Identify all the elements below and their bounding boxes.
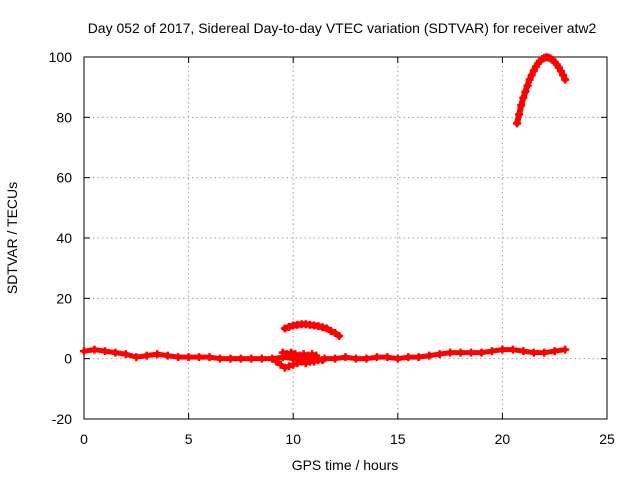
- y-tick-label: 20: [56, 290, 72, 306]
- y-tick-label: 80: [56, 109, 72, 125]
- series-band: [281, 321, 343, 340]
- series-band: [81, 347, 568, 363]
- x-tick-label: 25: [599, 431, 615, 447]
- x-tick-label: 20: [495, 431, 511, 447]
- y-tick-label: 60: [56, 170, 72, 186]
- data-points: [80, 53, 570, 372]
- x-tick-label: 15: [390, 431, 406, 447]
- y-tick-label: 100: [49, 49, 73, 65]
- y-tick-label: 0: [64, 351, 72, 367]
- grid: [84, 57, 607, 419]
- series-group: [513, 53, 570, 128]
- y-axis-label: SDTVAR / TECUs: [4, 182, 20, 294]
- series-band: [514, 54, 569, 127]
- x-axis-label: GPS time / hours: [292, 457, 399, 473]
- chart-title: Day 052 of 2017, Sidereal Day-to-day VTE…: [88, 20, 597, 36]
- y-tick-label: 40: [56, 230, 72, 246]
- y-tick-label: -20: [52, 411, 72, 427]
- series-group: [272, 348, 327, 372]
- series-band: [273, 350, 325, 371]
- series-group: [280, 320, 344, 341]
- x-tick-label: 0: [80, 431, 88, 447]
- x-tick-label: 10: [285, 431, 301, 447]
- x-tick-label: 5: [185, 431, 193, 447]
- axis-ticks: 0 5 10 15 20 25 -20 0 20 40 60 80 100: [49, 49, 615, 447]
